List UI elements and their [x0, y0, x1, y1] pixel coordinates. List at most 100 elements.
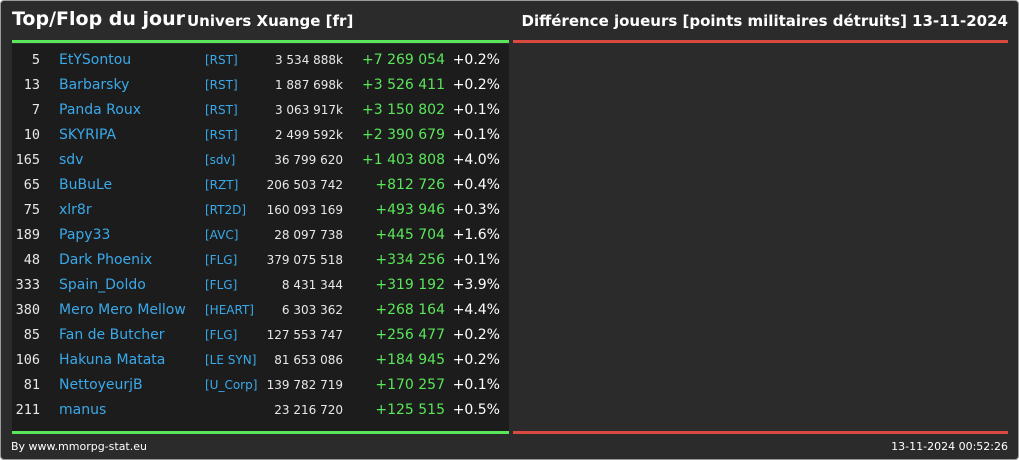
- percent-change: +0.2%: [452, 77, 500, 93]
- player-points: 160 093 169: [266, 203, 343, 217]
- alliance-tag-link[interactable]: [RZT]: [205, 178, 239, 192]
- player-name-link[interactable]: sdv: [59, 152, 84, 168]
- player-name-link[interactable]: Barbarsky: [59, 77, 130, 93]
- table-row: 380 Mero Mero Mellow [HEART] 6 303 362 +268 …: [12, 298, 509, 323]
- player-points: 23 216 720: [274, 403, 343, 417]
- table-row: 65 BuBuLe [RZT] 206 503 742 +812 726 +0.4%: [12, 173, 509, 198]
- player-rank: 48: [23, 252, 40, 268]
- points-difference: +170 257: [375, 377, 445, 393]
- points-difference: +445 704: [375, 227, 445, 243]
- percent-change: +1.6%: [452, 227, 500, 243]
- player-name-link[interactable]: SKYRIPA: [59, 127, 117, 143]
- player-rank: 81: [23, 377, 40, 393]
- player-rank: 165: [15, 152, 40, 168]
- player-points: 3 063 917k: [274, 103, 343, 117]
- percent-change: +0.2%: [452, 52, 500, 68]
- player-points: 2 499 592k: [274, 128, 343, 142]
- player-points: 6 303 362: [281, 303, 343, 317]
- points-difference: +319 192: [375, 277, 445, 293]
- points-difference: +3 526 411: [362, 77, 445, 93]
- points-difference: +7 269 054: [362, 52, 445, 68]
- points-difference: +812 726: [375, 177, 445, 193]
- site-credit: By www.mmorpg-stat.eu: [11, 440, 147, 453]
- player-name-link[interactable]: EtYSontou: [59, 52, 132, 68]
- percent-change: +0.1%: [452, 102, 500, 118]
- player-points: 1 887 698k: [274, 78, 343, 92]
- universe-label: Univers Xuange [fr]: [187, 12, 354, 30]
- player-rank: 85: [23, 327, 40, 343]
- alliance-tag-link[interactable]: [sdv]: [205, 153, 236, 167]
- player-rank: 13: [23, 77, 40, 93]
- player-rank: 65: [23, 177, 40, 193]
- player-name-link[interactable]: Papy33: [59, 227, 111, 243]
- alliance-tag-link[interactable]: [FLG]: [205, 278, 238, 292]
- percent-change: +0.2%: [452, 327, 500, 343]
- top-divider-green: [12, 40, 509, 43]
- percent-change: +0.1%: [452, 127, 500, 143]
- player-name-link[interactable]: Spain_Doldo: [59, 277, 146, 293]
- percent-change: +4.0%: [452, 152, 500, 168]
- player-name-link[interactable]: NettoyeurjB: [59, 377, 143, 393]
- points-difference: +125 515: [375, 402, 445, 418]
- player-rank: 5: [31, 52, 40, 68]
- bottom-divider-red: [513, 431, 1008, 434]
- points-difference: +3 150 802: [362, 102, 445, 118]
- alliance-tag-link[interactable]: [AVC]: [205, 228, 239, 242]
- player-name-link[interactable]: xlr8r: [59, 202, 92, 218]
- player-points: 379 075 518: [266, 253, 343, 267]
- alliance-tag-link[interactable]: [RST]: [205, 103, 238, 117]
- percent-change: +0.1%: [452, 377, 500, 393]
- alliance-tag-link[interactable]: [HEART]: [205, 303, 254, 317]
- player-points: 81 653 086: [274, 353, 343, 367]
- player-points: 139 782 719: [266, 378, 343, 392]
- table-row: 165 sdv [sdv] 36 799 620 +1 403 808 +4.0%: [12, 148, 509, 173]
- points-difference: +184 945: [375, 352, 445, 368]
- points-difference: +268 164: [375, 302, 445, 318]
- player-rank: 106: [15, 352, 40, 368]
- alliance-tag-link[interactable]: [RST]: [205, 53, 238, 67]
- player-rank: 211: [15, 402, 40, 418]
- alliance-tag-link[interactable]: [U_Corp]: [205, 378, 258, 392]
- alliance-tag-link[interactable]: [FLG]: [205, 328, 238, 342]
- alliance-tag-link[interactable]: [RST]: [205, 128, 238, 142]
- percent-change: +4.4%: [452, 302, 500, 318]
- top-divider-red: [513, 40, 1008, 43]
- player-points: 28 097 738: [274, 228, 343, 242]
- date-label: 13-11-2024: [912, 12, 1008, 30]
- table-row: 211 manus 23 216 720 +125 515 +0.5%: [12, 398, 509, 423]
- player-name-link[interactable]: Hakuna Matata: [59, 352, 166, 368]
- player-name-link[interactable]: manus: [59, 402, 107, 418]
- metric-label: Différence joueurs [points militaires dé…: [521, 12, 907, 30]
- table-row: 189 Papy33 [AVC] 28 097 738 +445 704 +1.6%: [12, 223, 509, 248]
- percent-change: +3.9%: [452, 277, 500, 293]
- percent-change: +0.2%: [452, 352, 500, 368]
- alliance-tag-link[interactable]: [RT2D]: [205, 203, 247, 217]
- player-name-link[interactable]: BuBuLe: [59, 177, 113, 193]
- percent-change: +0.1%: [452, 252, 500, 268]
- alliance-tag-link[interactable]: [RST]: [205, 78, 238, 92]
- player-name-link[interactable]: Fan de Butcher: [59, 327, 165, 343]
- table-row: 48 Dark Phoenix [FLG] 379 075 518 +334 256 +0…: [12, 248, 509, 273]
- player-rank: 7: [31, 102, 40, 118]
- table-row: 10 SKYRIPA [RST] 2 499 592k +2 390 679 +0.1%: [12, 123, 509, 148]
- player-name-link[interactable]: Mero Mero Mellow: [59, 302, 186, 318]
- table-row: 106 Hakuna Matata [LE SYN] 81 653 086 +184 9…: [12, 348, 509, 373]
- player-rank: 10: [23, 127, 40, 143]
- points-difference: +334 256: [375, 252, 445, 268]
- alliance-tag-link[interactable]: [FLG]: [205, 253, 238, 267]
- page-title: Top/Flop du jour: [12, 8, 185, 30]
- points-difference: +1 403 808: [362, 152, 445, 168]
- points-difference: +493 946: [375, 202, 445, 218]
- player-name-link[interactable]: Dark Phoenix: [59, 252, 153, 268]
- player-name-link[interactable]: Panda Roux: [59, 102, 142, 118]
- points-difference: +256 477: [375, 327, 445, 343]
- alliance-tag-link[interactable]: [LE SYN]: [205, 353, 257, 367]
- player-points: 127 553 747: [266, 328, 343, 342]
- player-points: 206 503 742: [266, 178, 343, 192]
- generated-timestamp: 13-11-2024 00:52:26: [891, 440, 1008, 453]
- player-points: 3 534 888k: [274, 53, 343, 67]
- player-points: 8 431 344: [281, 278, 343, 292]
- table-row: 7 Panda Roux [RST] 3 063 917k +3 150 802 +0.1…: [12, 98, 509, 123]
- player-rank: 75: [23, 202, 40, 218]
